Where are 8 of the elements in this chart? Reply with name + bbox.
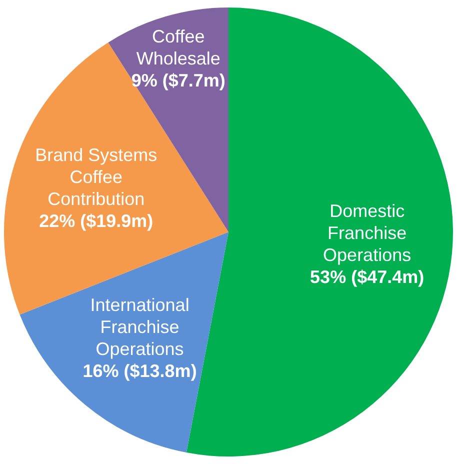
data-label: 22% ($19.9m) (39, 210, 154, 231)
slice-label: International Franchise Operations (90, 295, 190, 360)
slice-label: Brand Systems Coffee Contribution (35, 144, 158, 209)
data-label: 9% ($7.7m) (131, 70, 226, 90)
data-label: 16% ($13.8m) (82, 361, 197, 382)
slice-label: Coffee Wholesale (136, 26, 220, 68)
slice-label: Domestic Franchise Operations (323, 201, 412, 266)
data-label: 53% ($47.4m) (310, 267, 424, 288)
